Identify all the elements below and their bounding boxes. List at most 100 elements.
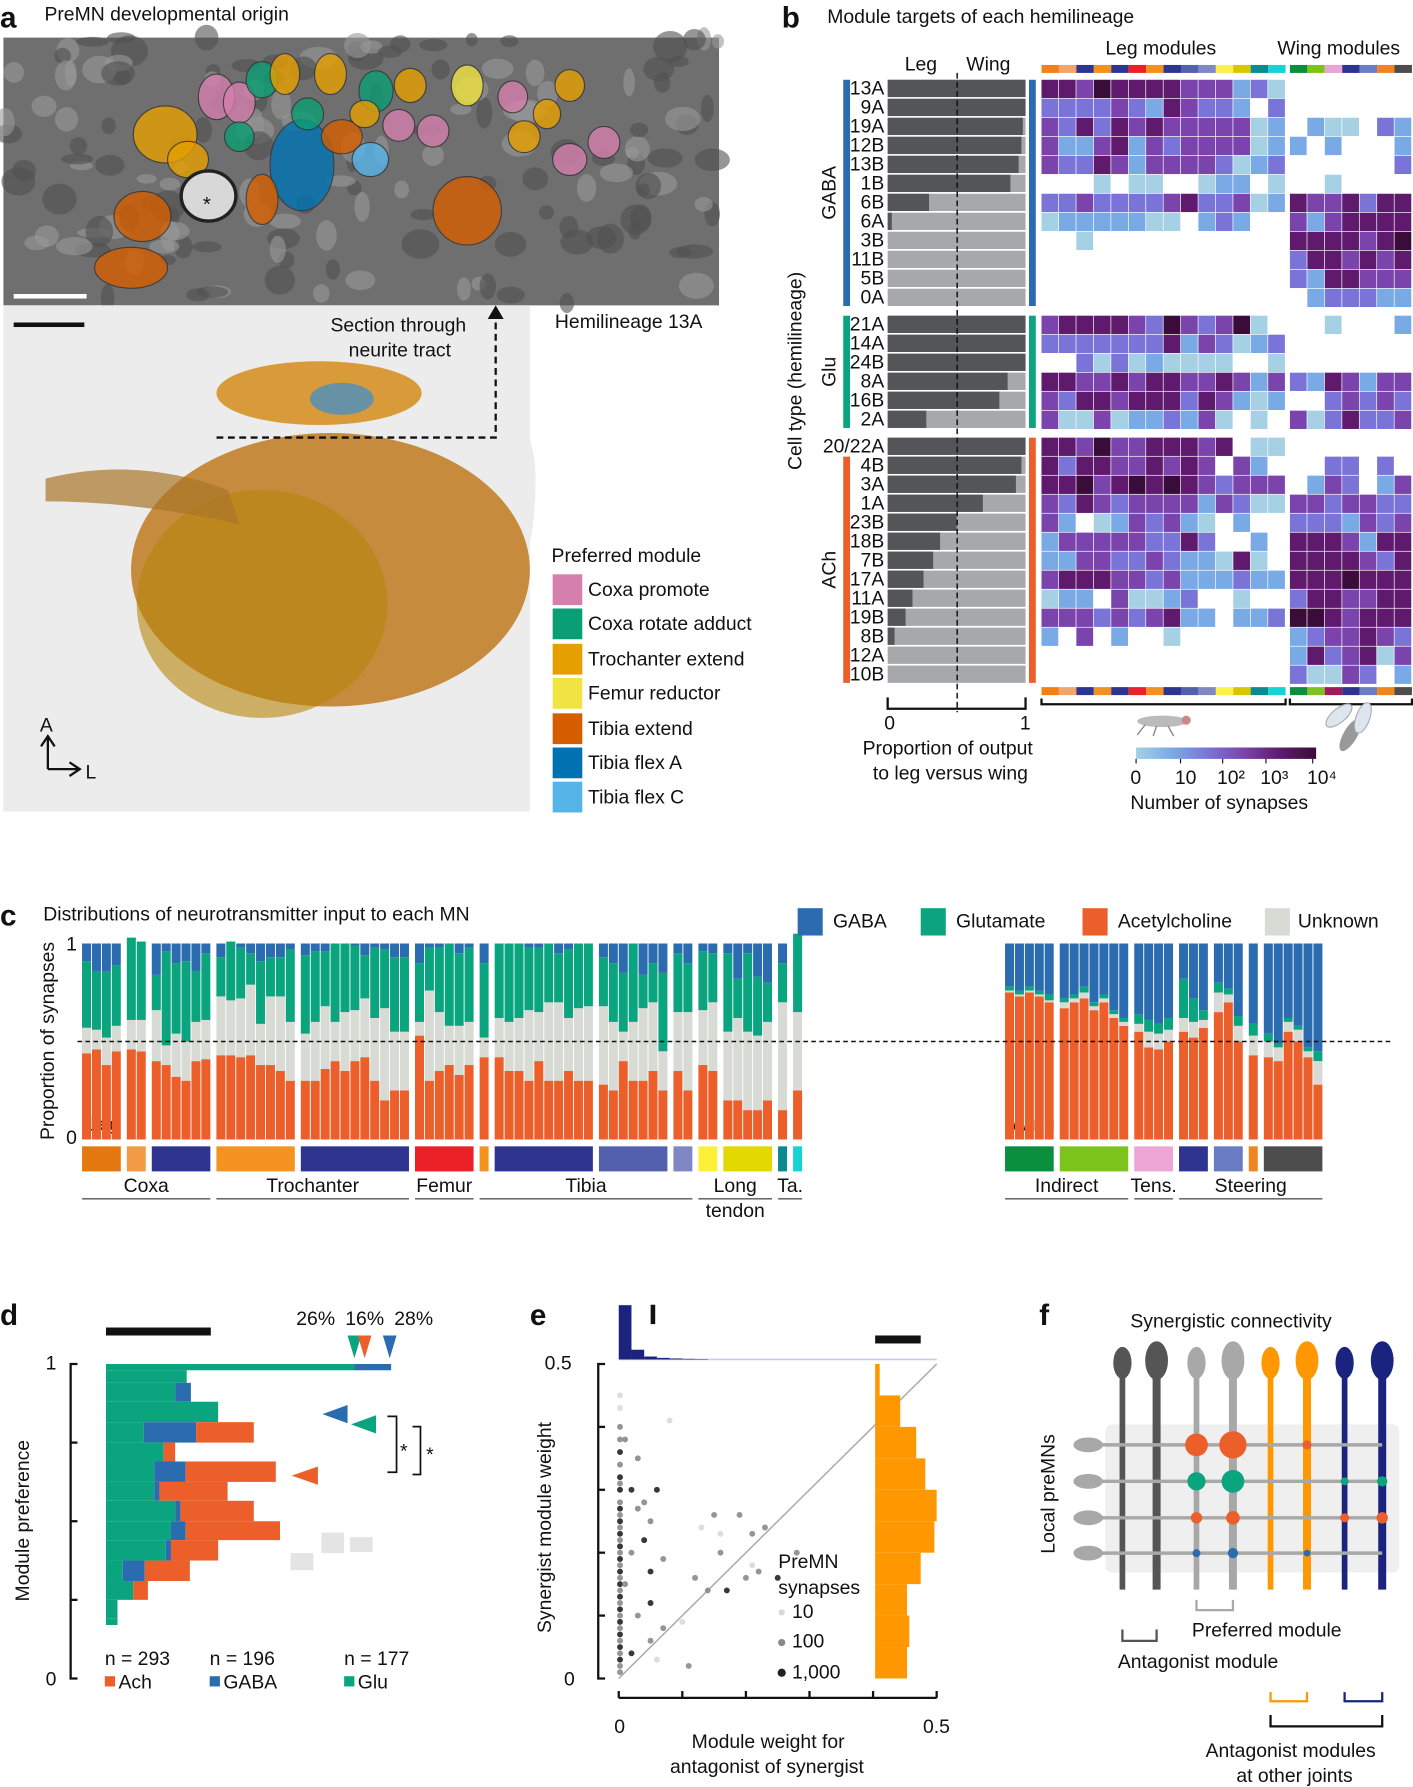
heatmap-cell-leg xyxy=(1146,315,1163,334)
wing-module-color-key xyxy=(1324,64,1343,73)
bar-segment-ach xyxy=(161,1065,171,1140)
heatmap-cell-leg xyxy=(1268,372,1285,391)
bar-segment-gaba xyxy=(1248,943,1258,1024)
panel-b-title: Module targets of each hemilineage xyxy=(827,5,1135,28)
size-legend-10: 10 xyxy=(791,1600,814,1623)
synapse-dot xyxy=(1226,1510,1240,1525)
heatmap-cell-leg xyxy=(1041,334,1059,353)
leg-module-color-key xyxy=(1233,64,1251,73)
heatmap-cell-leg xyxy=(1076,98,1094,118)
heatmap-cell-leg xyxy=(1076,608,1094,627)
panel-d-ytick-1: 1 xyxy=(45,1352,57,1375)
section-plane-dashed-line xyxy=(216,309,497,439)
heatmap-cell-wing xyxy=(1289,665,1307,684)
module-color-key xyxy=(598,1146,668,1172)
heatmap-cell-leg xyxy=(1146,437,1163,456)
leg-proportion-bar xyxy=(887,155,1019,174)
bar-segment-ach xyxy=(111,1051,121,1140)
em-texture-cell xyxy=(479,273,497,300)
heatmap-cell-leg xyxy=(1233,212,1251,232)
heatmap-cell-leg xyxy=(1146,334,1163,353)
heatmap-cell-wing xyxy=(1377,608,1394,627)
right-histogram-bar xyxy=(875,1458,926,1490)
heatmap-cell-wing xyxy=(1324,551,1342,570)
bar-segment-glu xyxy=(1179,978,1189,1018)
bar-segment-ach xyxy=(265,1065,275,1140)
heatmap-cell-leg xyxy=(1041,627,1059,646)
scatter-point xyxy=(617,1669,623,1676)
heatmap-cell-wing xyxy=(1307,117,1325,137)
heatmap-cell-leg xyxy=(1076,551,1094,570)
bar-segment-ach xyxy=(390,1090,400,1140)
heatmap-cell-leg xyxy=(1215,437,1233,456)
bar-segment-ach xyxy=(1293,1041,1303,1140)
bar-segment-unk xyxy=(564,1017,574,1071)
heatmap-cell-leg xyxy=(1093,391,1111,410)
heatmap-cell-wing xyxy=(1324,174,1342,194)
module-color-key xyxy=(698,1146,718,1172)
heatmap-cell-leg xyxy=(1198,456,1216,475)
wing-module-color-key xyxy=(1289,687,1308,696)
premn-background xyxy=(1105,1424,1400,1573)
hemilineage-label: 18B xyxy=(850,530,884,552)
heatmap-cell-wing xyxy=(1307,475,1325,494)
bar-segment-unk xyxy=(464,1021,474,1066)
bar-segment-glu xyxy=(1119,1017,1129,1022)
bar-segment-gaba xyxy=(91,943,101,971)
significance-star-1: * xyxy=(399,1440,408,1462)
heatmap-cell-leg xyxy=(1058,334,1076,353)
histogram-bar-gaba xyxy=(175,1382,191,1402)
heatmap-cell-leg xyxy=(1215,551,1233,570)
bar-segment-gaba xyxy=(415,943,425,964)
histogram-bar-gaba xyxy=(143,1422,197,1443)
histogram-bar-glu xyxy=(105,1382,176,1402)
heatmap-cell-wing xyxy=(1359,627,1377,646)
size-legend-1000: 1,000 xyxy=(791,1661,841,1684)
heatmap-cell-leg xyxy=(1215,174,1233,194)
heatmap-cell-leg xyxy=(1128,117,1146,137)
bar-segment-gaba xyxy=(1034,943,1044,991)
bar-segment-unk xyxy=(1044,1000,1054,1003)
heatmap-cell-wing xyxy=(1289,551,1307,570)
heatmap-cell-leg xyxy=(1041,437,1059,456)
heatmap-cell-leg xyxy=(1076,627,1094,646)
heatmap-cell-leg xyxy=(1058,155,1076,175)
heatmap-cell-wing xyxy=(1342,456,1359,475)
heatmap-cell-leg xyxy=(1250,570,1268,589)
heatmap-cell-leg xyxy=(1268,437,1285,456)
heatmap-cell-leg xyxy=(1093,513,1111,532)
bar-segment-glu xyxy=(494,943,504,1018)
heatmap-cell-wing xyxy=(1342,212,1359,232)
heatmap-cell-leg xyxy=(1093,353,1111,372)
bar-segment-glu xyxy=(1154,1023,1164,1034)
wing-module-color-key xyxy=(1377,64,1395,73)
scatter-point xyxy=(617,1505,623,1512)
heatmap-cell-wing xyxy=(1359,269,1377,289)
heatmap-cell-leg xyxy=(1128,589,1146,608)
heatmap-cell-wing xyxy=(1359,646,1377,665)
bar-segment-gaba xyxy=(1263,943,1273,1034)
orientation-axes-icon xyxy=(40,734,82,777)
legend-swatch xyxy=(797,908,823,936)
leg-module-color-key xyxy=(1250,64,1269,73)
size-legend-title-1: PreMN xyxy=(778,1550,839,1573)
heatmap-cell-leg xyxy=(1163,410,1181,429)
fly-body xyxy=(1137,715,1188,728)
hemilineage-label: 6A xyxy=(861,211,885,233)
wing-proportion-bar xyxy=(887,627,1026,645)
heatmap-cell-leg xyxy=(1268,98,1285,118)
module-color-key xyxy=(1059,1146,1129,1172)
heatmap-cell-leg xyxy=(1163,437,1181,456)
preferred-module-bracket xyxy=(1195,1599,1235,1612)
bar-segment-gaba xyxy=(151,943,161,975)
em-texture-cell xyxy=(100,284,115,312)
leg-proportion-bar xyxy=(887,513,957,531)
heatmap-cell-leg xyxy=(1076,410,1094,429)
motor-neuron-soma xyxy=(1261,1346,1280,1379)
other-joint-bracket-navy xyxy=(1343,1692,1384,1703)
em-texture-cell xyxy=(345,270,376,291)
heatmap-cell-leg xyxy=(1198,155,1216,175)
heatmap-cell-leg xyxy=(1041,513,1059,532)
section-annotation-line2: neurite tract xyxy=(348,339,451,362)
heatmap-cell-wing xyxy=(1359,570,1377,589)
